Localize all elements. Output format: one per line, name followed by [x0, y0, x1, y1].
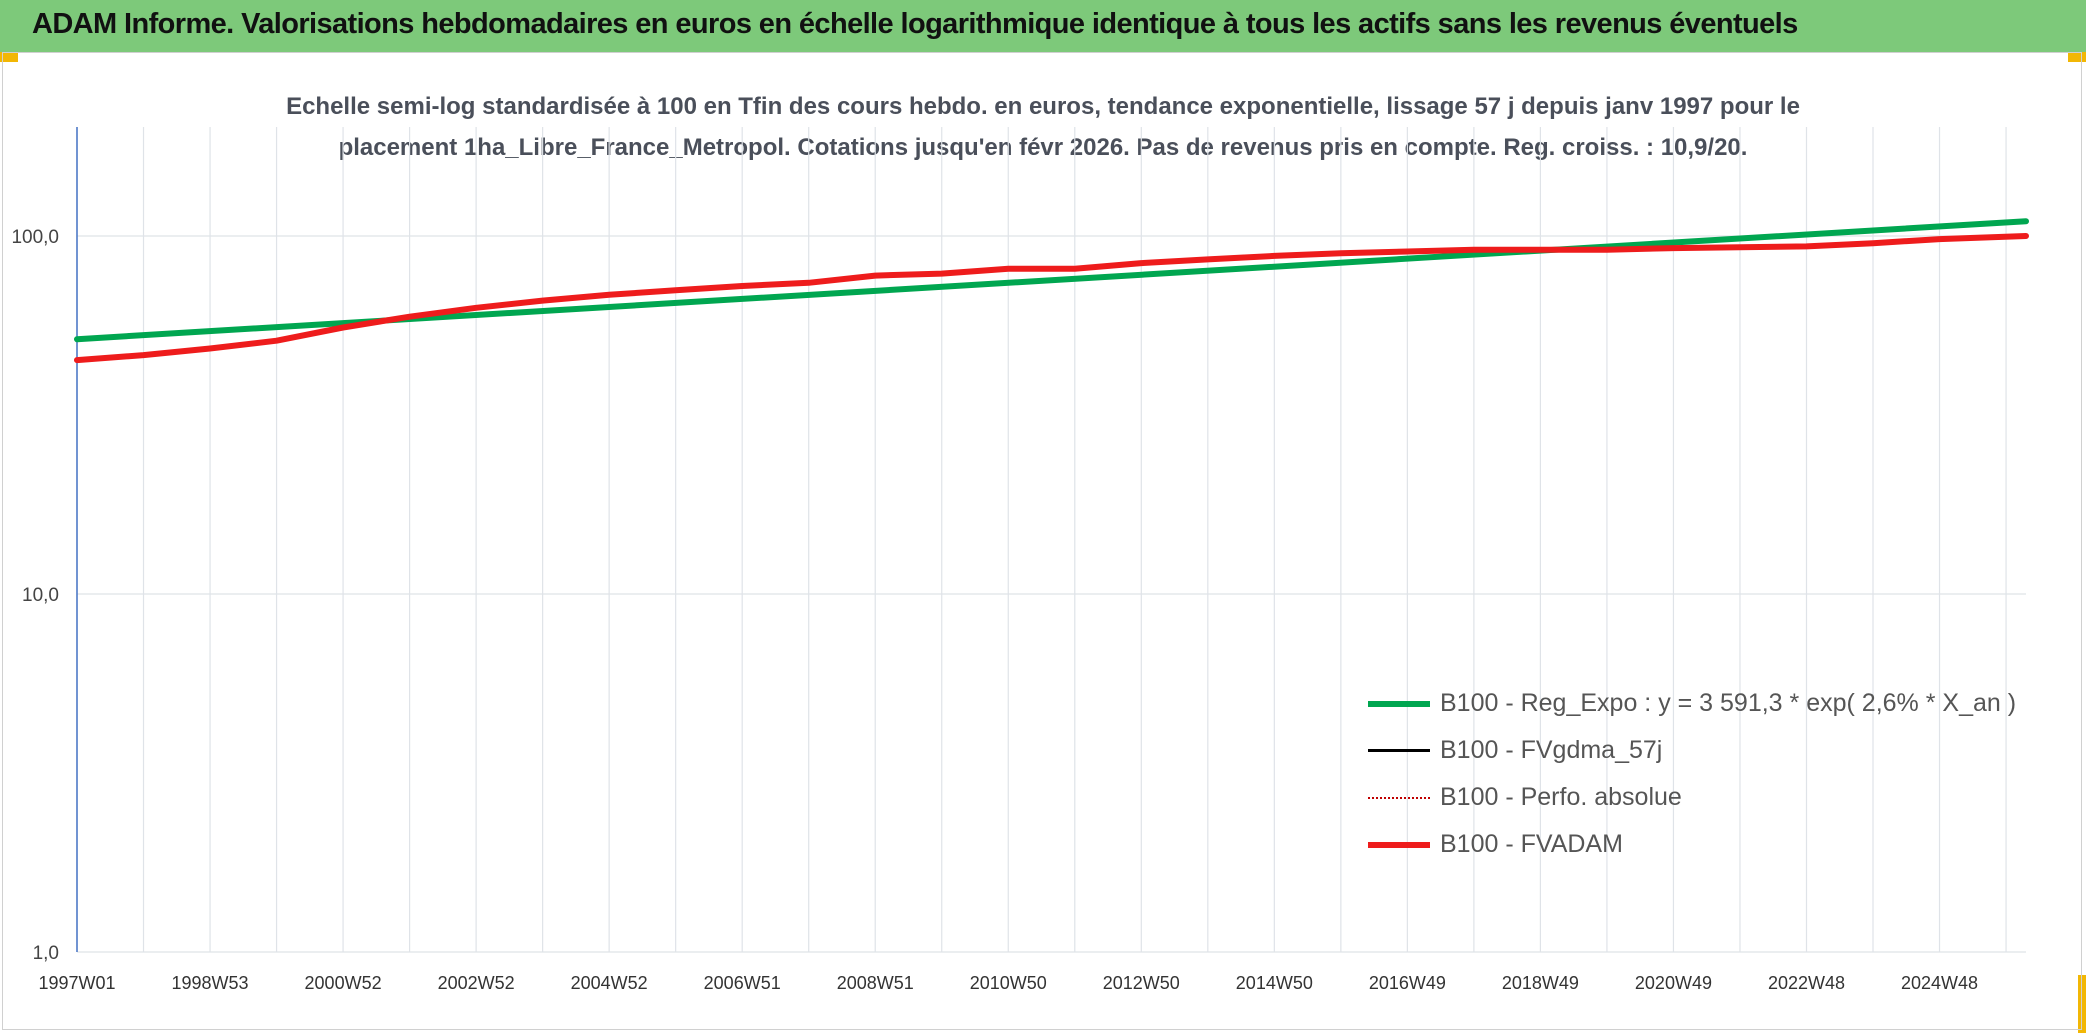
- legend-label-reg-expo: B100 - Reg_Expo : y = 3 591,3 * exp( 2,6…: [1440, 689, 2017, 717]
- report-header: ADAM Informe. Valorisations hebdomadaire…: [0, 0, 2086, 52]
- legend-item-fvgdma: B100 - FVgdma_57j: [1368, 727, 2016, 774]
- y-tick-label: 10,0: [22, 585, 59, 606]
- x-tick-label: 2006W51: [704, 973, 781, 993]
- chart-title-line-1: Echelle semi-log standardisée à 100 en T…: [286, 93, 1800, 120]
- legend-label-fvgdma: B100 - FVgdma_57j: [1440, 736, 1663, 764]
- y-tick-label: 1,0: [33, 943, 59, 964]
- chart-title: Echelle semi-log standardisée à 100 en T…: [200, 86, 1886, 168]
- x-tick-label: 2002W52: [438, 973, 515, 993]
- corner-marker-top-right: [2068, 52, 2086, 62]
- x-tick-label: 1998W53: [172, 973, 249, 993]
- x-tick-label: 2010W50: [970, 973, 1047, 993]
- corner-marker-bottom-right: [2078, 975, 2086, 1033]
- legend-swatch-reg-expo: [1368, 700, 1430, 707]
- legend-swatch-perfo-absolue: [1368, 796, 1430, 799]
- x-tick-label: 2004W52: [571, 973, 648, 993]
- legend-label-fvadam: B100 - FVADAM: [1440, 830, 1623, 858]
- x-tick-label: 2008W51: [837, 973, 914, 993]
- series-line-fvadam: [74, 233, 2029, 364]
- x-tick-label: 2012W50: [1103, 973, 1180, 993]
- x-tick-label: 2020W49: [1635, 973, 1712, 993]
- x-tick-label: 2000W52: [305, 973, 382, 993]
- legend-swatch-fvadam: [1368, 841, 1430, 848]
- chart-frame: [2, 52, 2082, 1030]
- y-tick-label: 100,0: [11, 227, 59, 248]
- x-tick-label: 2016W49: [1369, 973, 1446, 993]
- x-tick-label: 2022W48: [1768, 973, 1845, 993]
- legend-item-reg-expo: B100 - Reg_Expo : y = 3 591,3 * exp( 2,6…: [1368, 680, 2016, 727]
- legend-item-fvadam: B100 - FVADAM: [1368, 821, 2016, 868]
- report-title: ADAM Informe. Valorisations hebdomadaire…: [32, 8, 1798, 40]
- x-tick-label: 2018W49: [1502, 973, 1579, 993]
- legend-item-perfo-absolue: B100 - Perfo. absolue: [1368, 774, 2016, 821]
- x-tick-label: 2024W48: [1901, 973, 1978, 993]
- x-tick-label: 1997W01: [38, 973, 115, 993]
- corner-marker-top-left: [0, 52, 18, 62]
- legend-swatch-fvgdma: [1368, 749, 1430, 752]
- chart-legend: B100 - Reg_Expo : y = 3 591,3 * exp( 2,6…: [1368, 680, 2016, 868]
- x-tick-label: 2014W50: [1236, 973, 1313, 993]
- legend-label-perfo-absolue: B100 - Perfo. absolue: [1440, 783, 1682, 811]
- chart-title-line-2: placement 1ha_Libre_France_Metropol. Cot…: [338, 134, 1748, 161]
